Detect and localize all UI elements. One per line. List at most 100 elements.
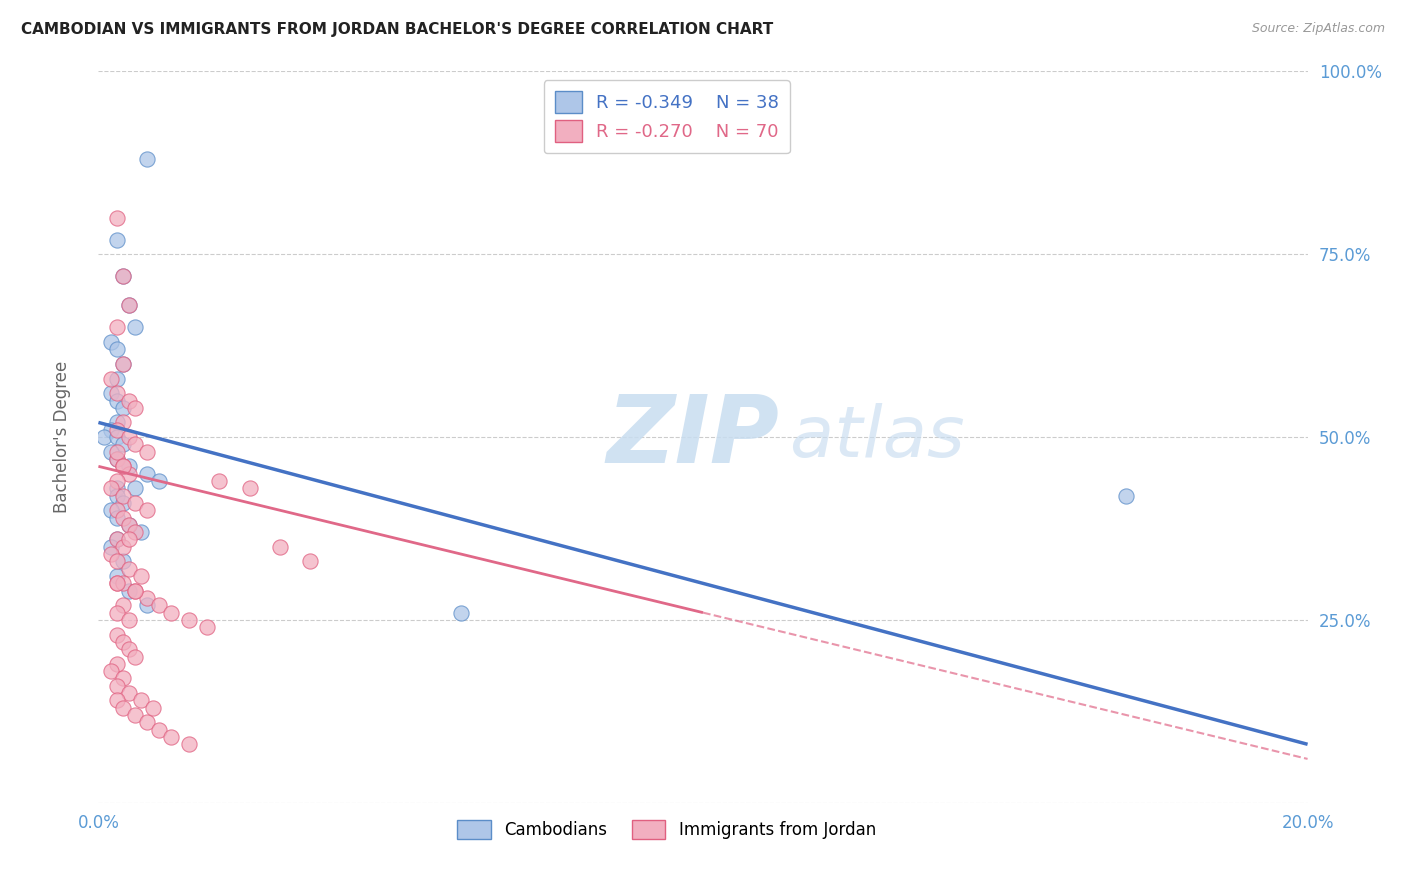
- Point: [195, 620, 218, 634]
- Point: [118, 533, 141, 547]
- Point: [111, 416, 134, 430]
- Point: [135, 467, 157, 481]
- Point: [105, 393, 128, 408]
- Point: [179, 737, 201, 751]
- Point: [105, 211, 128, 225]
- Point: [111, 599, 134, 613]
- Point: [160, 606, 183, 620]
- Point: [111, 540, 134, 554]
- Point: [118, 467, 141, 481]
- Point: [142, 700, 165, 714]
- Point: [111, 496, 134, 510]
- Point: [105, 452, 128, 467]
- Point: [148, 723, 170, 737]
- Point: [118, 517, 141, 532]
- Point: [179, 613, 201, 627]
- Point: [124, 649, 146, 664]
- Point: [124, 708, 146, 723]
- Point: [450, 606, 472, 620]
- Point: [111, 401, 134, 415]
- Point: [118, 642, 141, 657]
- Point: [105, 430, 128, 444]
- Point: [118, 613, 141, 627]
- Point: [111, 700, 134, 714]
- Point: [105, 606, 128, 620]
- Point: [111, 635, 134, 649]
- Point: [111, 357, 134, 371]
- Point: [111, 357, 134, 371]
- Point: [160, 730, 183, 744]
- Point: [118, 686, 141, 700]
- Point: [124, 437, 146, 451]
- Point: [111, 489, 134, 503]
- Point: [135, 591, 157, 605]
- Point: [148, 599, 170, 613]
- Point: [118, 393, 141, 408]
- Point: [105, 533, 128, 547]
- Point: [111, 437, 134, 451]
- Point: [118, 459, 141, 474]
- Point: [100, 386, 122, 401]
- Point: [124, 496, 146, 510]
- Point: [118, 517, 141, 532]
- Point: [105, 444, 128, 458]
- Point: [135, 152, 157, 166]
- Point: [124, 583, 146, 598]
- Point: [135, 599, 157, 613]
- Point: [299, 554, 322, 568]
- Point: [100, 444, 122, 458]
- Point: [105, 533, 128, 547]
- Point: [100, 664, 122, 678]
- Point: [111, 576, 134, 591]
- Point: [118, 583, 141, 598]
- Point: [105, 474, 128, 488]
- Point: [124, 525, 146, 540]
- Point: [100, 371, 122, 385]
- Point: [111, 459, 134, 474]
- Point: [105, 693, 128, 707]
- Point: [111, 269, 134, 284]
- Point: [148, 474, 170, 488]
- Point: [118, 562, 141, 576]
- Text: atlas: atlas: [606, 402, 965, 472]
- Point: [269, 540, 291, 554]
- Point: [135, 503, 157, 517]
- Point: [105, 386, 128, 401]
- Point: [105, 657, 128, 671]
- Point: [105, 627, 128, 641]
- Point: [135, 715, 157, 730]
- Point: [124, 320, 146, 334]
- Point: [111, 672, 134, 686]
- Point: [118, 430, 141, 444]
- Point: [105, 371, 128, 385]
- Point: [105, 554, 128, 568]
- Text: Source: ZipAtlas.com: Source: ZipAtlas.com: [1251, 22, 1385, 36]
- Point: [100, 547, 122, 561]
- Point: [129, 525, 152, 540]
- Point: [105, 576, 128, 591]
- Y-axis label: Bachelor's Degree: Bachelor's Degree: [52, 361, 70, 513]
- Point: [135, 444, 157, 458]
- Point: [111, 554, 134, 568]
- Point: [129, 569, 152, 583]
- Point: [105, 510, 128, 524]
- Point: [93, 430, 115, 444]
- Point: [129, 693, 152, 707]
- Point: [124, 583, 146, 598]
- Point: [124, 401, 146, 415]
- Legend: Cambodians, Immigrants from Jordan: Cambodians, Immigrants from Jordan: [451, 814, 883, 846]
- Point: [111, 459, 134, 474]
- Point: [105, 569, 128, 583]
- Point: [100, 540, 122, 554]
- Point: [111, 269, 134, 284]
- Point: [105, 576, 128, 591]
- Point: [105, 423, 128, 437]
- Point: [124, 481, 146, 495]
- Point: [105, 233, 128, 247]
- Point: [105, 416, 128, 430]
- Point: [100, 481, 122, 495]
- Point: [100, 334, 122, 349]
- Point: [208, 474, 231, 488]
- Point: [118, 298, 141, 312]
- Point: [105, 320, 128, 334]
